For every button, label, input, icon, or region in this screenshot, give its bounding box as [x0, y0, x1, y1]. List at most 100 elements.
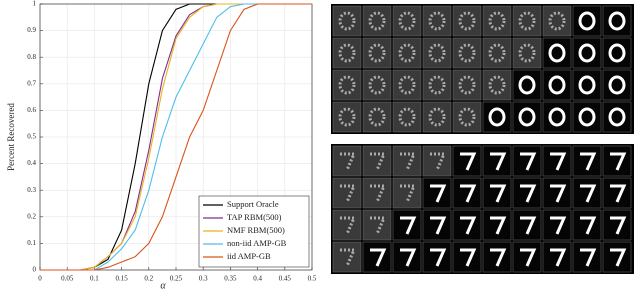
image-tile	[482, 177, 512, 209]
digit-shape	[548, 43, 566, 63]
image-tile	[572, 241, 602, 273]
image-tile	[482, 241, 512, 273]
digit-shape	[340, 216, 357, 235]
image-tile	[572, 69, 602, 101]
legend-label: TAP RBM(500)	[227, 212, 282, 222]
digit-shape	[518, 43, 536, 63]
image-tile	[452, 177, 482, 209]
digit-shape	[578, 11, 596, 31]
digit-shape	[428, 107, 446, 127]
digit-shape	[608, 75, 626, 95]
y-tick-label: 1	[33, 0, 37, 8]
digit-shape	[428, 11, 446, 31]
digit-shape	[520, 152, 537, 171]
image-tile	[452, 5, 482, 37]
digit-shape	[518, 11, 536, 31]
y-tick-label: 0.8	[27, 53, 36, 61]
digit-shape	[518, 107, 536, 127]
digit-shape	[430, 216, 447, 235]
digit-shape	[608, 43, 626, 63]
image-tile	[332, 101, 362, 133]
image-tile	[362, 209, 392, 241]
reconstruction-panels	[331, 4, 634, 274]
image-tile	[572, 37, 602, 69]
image-tile	[572, 209, 602, 241]
y-tick-label: 0.9	[27, 26, 36, 34]
digit-shape	[550, 216, 567, 235]
image-tile	[602, 101, 632, 133]
digit-shape	[578, 43, 596, 63]
x-tick-label: 0	[38, 275, 42, 283]
image-tile	[422, 177, 452, 209]
image-tile	[542, 145, 572, 177]
image-tile	[482, 69, 512, 101]
legend-label: non-iid AMP-GB	[227, 238, 287, 248]
image-tile	[392, 177, 422, 209]
image-tile	[452, 69, 482, 101]
digit-shape	[548, 75, 566, 95]
image-tile	[332, 209, 362, 241]
image-tile	[512, 69, 542, 101]
digit-shape	[550, 184, 567, 203]
y-tick-label: 0.6	[27, 106, 36, 114]
digit-shape	[368, 43, 386, 63]
digit-shape	[460, 152, 477, 171]
digit-shape	[368, 11, 386, 31]
image-tile	[542, 101, 572, 133]
image-tile	[422, 209, 452, 241]
digit-shape	[520, 248, 537, 267]
image-tile	[392, 209, 422, 241]
image-tile	[362, 101, 392, 133]
image-tile	[452, 241, 482, 273]
digit-shape	[488, 43, 506, 63]
image-tile	[422, 69, 452, 101]
legend-label: Support Oracle	[227, 199, 279, 209]
digit-shape	[398, 43, 416, 63]
image-tile	[452, 209, 482, 241]
x-tick-label: 0.05	[61, 275, 74, 283]
digit-shape	[490, 152, 507, 171]
digit-shape	[488, 107, 506, 127]
image-tile	[332, 69, 362, 101]
digit-shape	[518, 75, 536, 95]
image-tile	[392, 69, 422, 101]
x-tick-label: 0.1	[90, 275, 99, 283]
image-tile	[602, 69, 632, 101]
digit-shape	[610, 216, 627, 235]
image-tile	[482, 37, 512, 69]
image-tile	[512, 101, 542, 133]
digit-shape	[458, 11, 476, 31]
digit-shape	[430, 184, 447, 203]
image-tile	[512, 177, 542, 209]
image-tile	[602, 241, 632, 273]
plot-frame	[39, 3, 313, 271]
y-tick-label: 0.2	[27, 212, 36, 220]
digit-shape	[370, 216, 387, 235]
digit-shape	[460, 184, 477, 203]
digit-shape	[338, 75, 356, 95]
image-tile	[362, 145, 392, 177]
digit-shape	[400, 248, 417, 267]
digit-shape	[430, 152, 447, 171]
image-tile	[452, 145, 482, 177]
image-tile	[602, 177, 632, 209]
digit-shape	[608, 107, 626, 127]
y-axis-label: Percent Recovered	[6, 103, 16, 171]
y-tick-label: 0.4	[27, 159, 36, 167]
digit-shape	[488, 11, 506, 31]
digit-shape	[610, 248, 627, 267]
digit-shape	[580, 184, 597, 203]
digit-shape	[578, 107, 596, 127]
image-tile	[362, 177, 392, 209]
digit-shape	[490, 216, 507, 235]
x-tick-label: 0.4	[253, 275, 262, 283]
image-tile	[332, 145, 362, 177]
digit-shape	[580, 152, 597, 171]
y-tick-label: 0.1	[27, 239, 36, 247]
image-tile	[422, 241, 452, 273]
legend-label: iid AMP-GB	[227, 251, 271, 261]
image-tile	[602, 145, 632, 177]
digit-shape	[550, 248, 567, 267]
image-tile	[332, 177, 362, 209]
